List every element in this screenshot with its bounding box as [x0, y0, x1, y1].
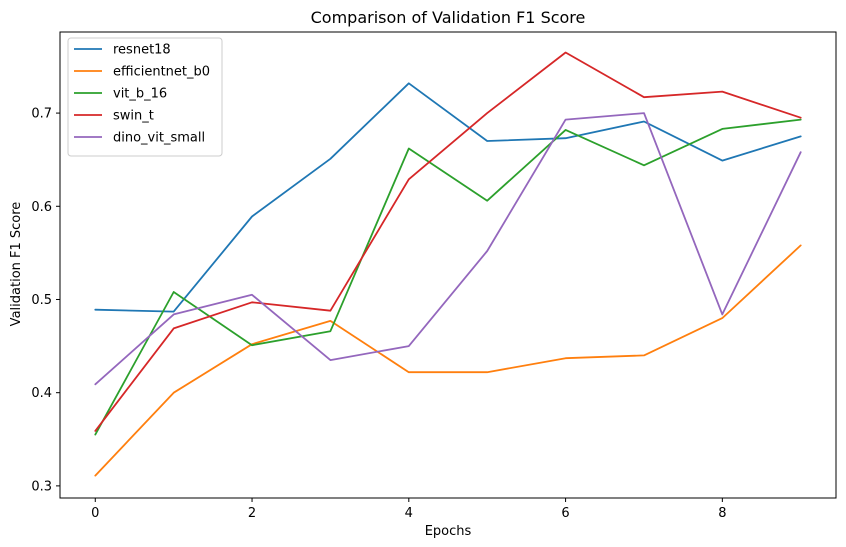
y-tick-label: 0.5 — [31, 293, 52, 308]
series-line-swin_t — [94, 51, 802, 432]
y-tick-label: 0.3 — [31, 479, 52, 494]
y-tick-label: 0.7 — [31, 107, 52, 122]
legend-label-swin_t: swin_t — [113, 109, 154, 124]
axes: 0 2 4 6 8 0.3 0.4 0.5 0.6 0.7 — [31, 31, 837, 521]
legend: resnet18 efficientnet_b0 vit_b_16 swin_tdin… — [67, 37, 223, 157]
x-tick-label: 4 — [405, 506, 413, 521]
legend-label-dino_vit_small: dino_vit_small — [113, 131, 205, 146]
series-line-vit_b_16 — [94, 118, 802, 436]
series-line-efficientnet_b0 — [94, 244, 802, 477]
y-axis-title: Validation F1 Score — [9, 202, 24, 327]
series-line-resnet18 — [94, 82, 802, 313]
legend-box — [67, 37, 223, 157]
legend-label-resnet18: resnet18 — [113, 43, 171, 58]
x-axis-title: Epochs — [425, 524, 472, 539]
x-tick-label: 8 — [718, 506, 726, 521]
x-tick-label: 0 — [91, 506, 99, 521]
x-tick-label: 2 — [248, 506, 256, 521]
plot-frame — [59, 31, 837, 499]
legend-label-vit_b_16: vit_b_16 — [113, 87, 167, 102]
y-tick-label: 0.4 — [31, 386, 52, 401]
legend-label-efficientnet_b0: efficientnet_b0 — [113, 65, 210, 80]
y-tick-label: 0.6 — [31, 200, 52, 215]
plot-area — [94, 51, 802, 477]
x-tick-label: 6 — [561, 506, 569, 521]
chart-title: Comparison of Validation F1 Score — [311, 8, 586, 27]
series-line-dino_vit_small — [94, 112, 802, 386]
